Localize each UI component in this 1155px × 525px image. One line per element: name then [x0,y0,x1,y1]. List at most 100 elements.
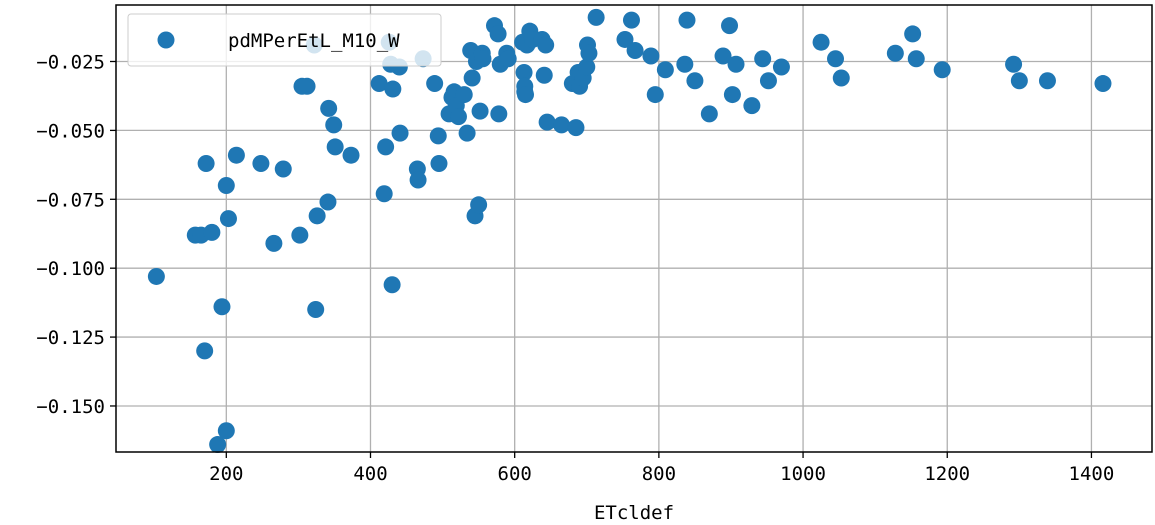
data-point [474,50,492,68]
data-point [721,17,739,35]
x-axis-ticks: 200 400 600 800 1000 1200 1400 [209,452,1114,485]
data-point [1094,75,1112,93]
data-point [537,36,555,54]
legend-label: pdMPerEtL_M10_W [228,30,400,52]
data-point [622,11,640,29]
x-tick-label: 800 [642,463,676,485]
data-point [227,146,245,164]
data-point [489,25,507,43]
data-point [714,47,732,65]
data-point [676,55,694,73]
data-point [626,41,644,59]
data-point [203,223,221,241]
data-point [743,97,761,115]
x-tick-label: 1200 [924,463,970,485]
data-point [646,86,664,104]
data-point [463,69,481,87]
data-point [587,8,605,26]
data-point [538,113,556,131]
data-point [342,146,360,164]
data-point [213,298,231,316]
y-tick-label: −0.100 [36,258,105,280]
legend: pdMPerEtL_M10_W [127,13,442,67]
data-point [832,69,850,87]
data-point [700,105,718,123]
data-point [515,64,533,82]
data-point [298,77,316,95]
data-point [656,61,674,79]
data-point [252,154,270,172]
x-axis-label: ETcldef [594,502,674,524]
data-point [933,61,951,79]
data-point [209,436,227,454]
y-tick-label: −0.025 [36,51,105,73]
data-point [1005,55,1023,73]
data-point [754,50,772,68]
data-point [578,58,596,76]
data-points [147,8,1112,454]
data-point [265,234,283,252]
legend-box [127,13,442,67]
data-point [429,127,447,145]
x-tick-label: 600 [498,463,532,485]
data-point [375,185,393,203]
data-point [308,207,326,225]
data-point [471,102,489,120]
data-point [904,25,922,43]
data-point [325,116,343,134]
data-point [196,342,214,360]
data-point [616,30,634,48]
data-point [319,193,337,211]
data-point [759,72,777,90]
y-tick-label: −0.125 [36,327,105,349]
data-point [326,138,344,156]
data-point [516,86,534,104]
data-point [1038,72,1056,90]
data-point [391,124,409,142]
data-point [642,47,660,65]
data-point [727,55,745,73]
y-axis-ticks: −0.025 −0.050 −0.075 −0.100 −0.125 −0.150 [36,51,116,418]
x-tick-label: 1400 [1069,463,1115,485]
y-tick-label: −0.050 [36,120,105,142]
data-point [723,86,741,104]
data-point [567,119,585,137]
data-point [812,33,830,51]
data-point [499,50,517,68]
data-point [470,196,488,214]
data-point [197,154,215,172]
plot-frame [115,4,1153,453]
data-point [377,138,395,156]
data-point [686,72,704,90]
data-point [274,160,292,178]
data-point [678,11,696,29]
data-point [147,267,165,285]
data-point [291,226,309,244]
data-point [458,124,476,142]
data-point [886,44,904,62]
data-point [384,80,402,98]
data-point [490,105,508,123]
legend-marker [157,31,175,49]
data-point [772,58,790,76]
data-point [217,422,235,440]
x-tick-label: 400 [353,463,387,485]
data-point [455,86,473,104]
data-point [430,154,448,172]
data-point [449,108,467,126]
data-point [535,66,553,84]
data-point [827,50,845,68]
data-point [219,210,237,228]
data-point [383,276,401,294]
data-point [409,171,427,189]
data-point [320,99,338,117]
data-point [907,50,925,68]
data-point [553,116,571,134]
x-tick-label: 200 [209,463,243,485]
data-point [370,75,388,93]
data-point [307,301,325,319]
data-point [426,75,444,93]
data-point [580,44,598,62]
x-tick-label: 1000 [780,463,826,485]
